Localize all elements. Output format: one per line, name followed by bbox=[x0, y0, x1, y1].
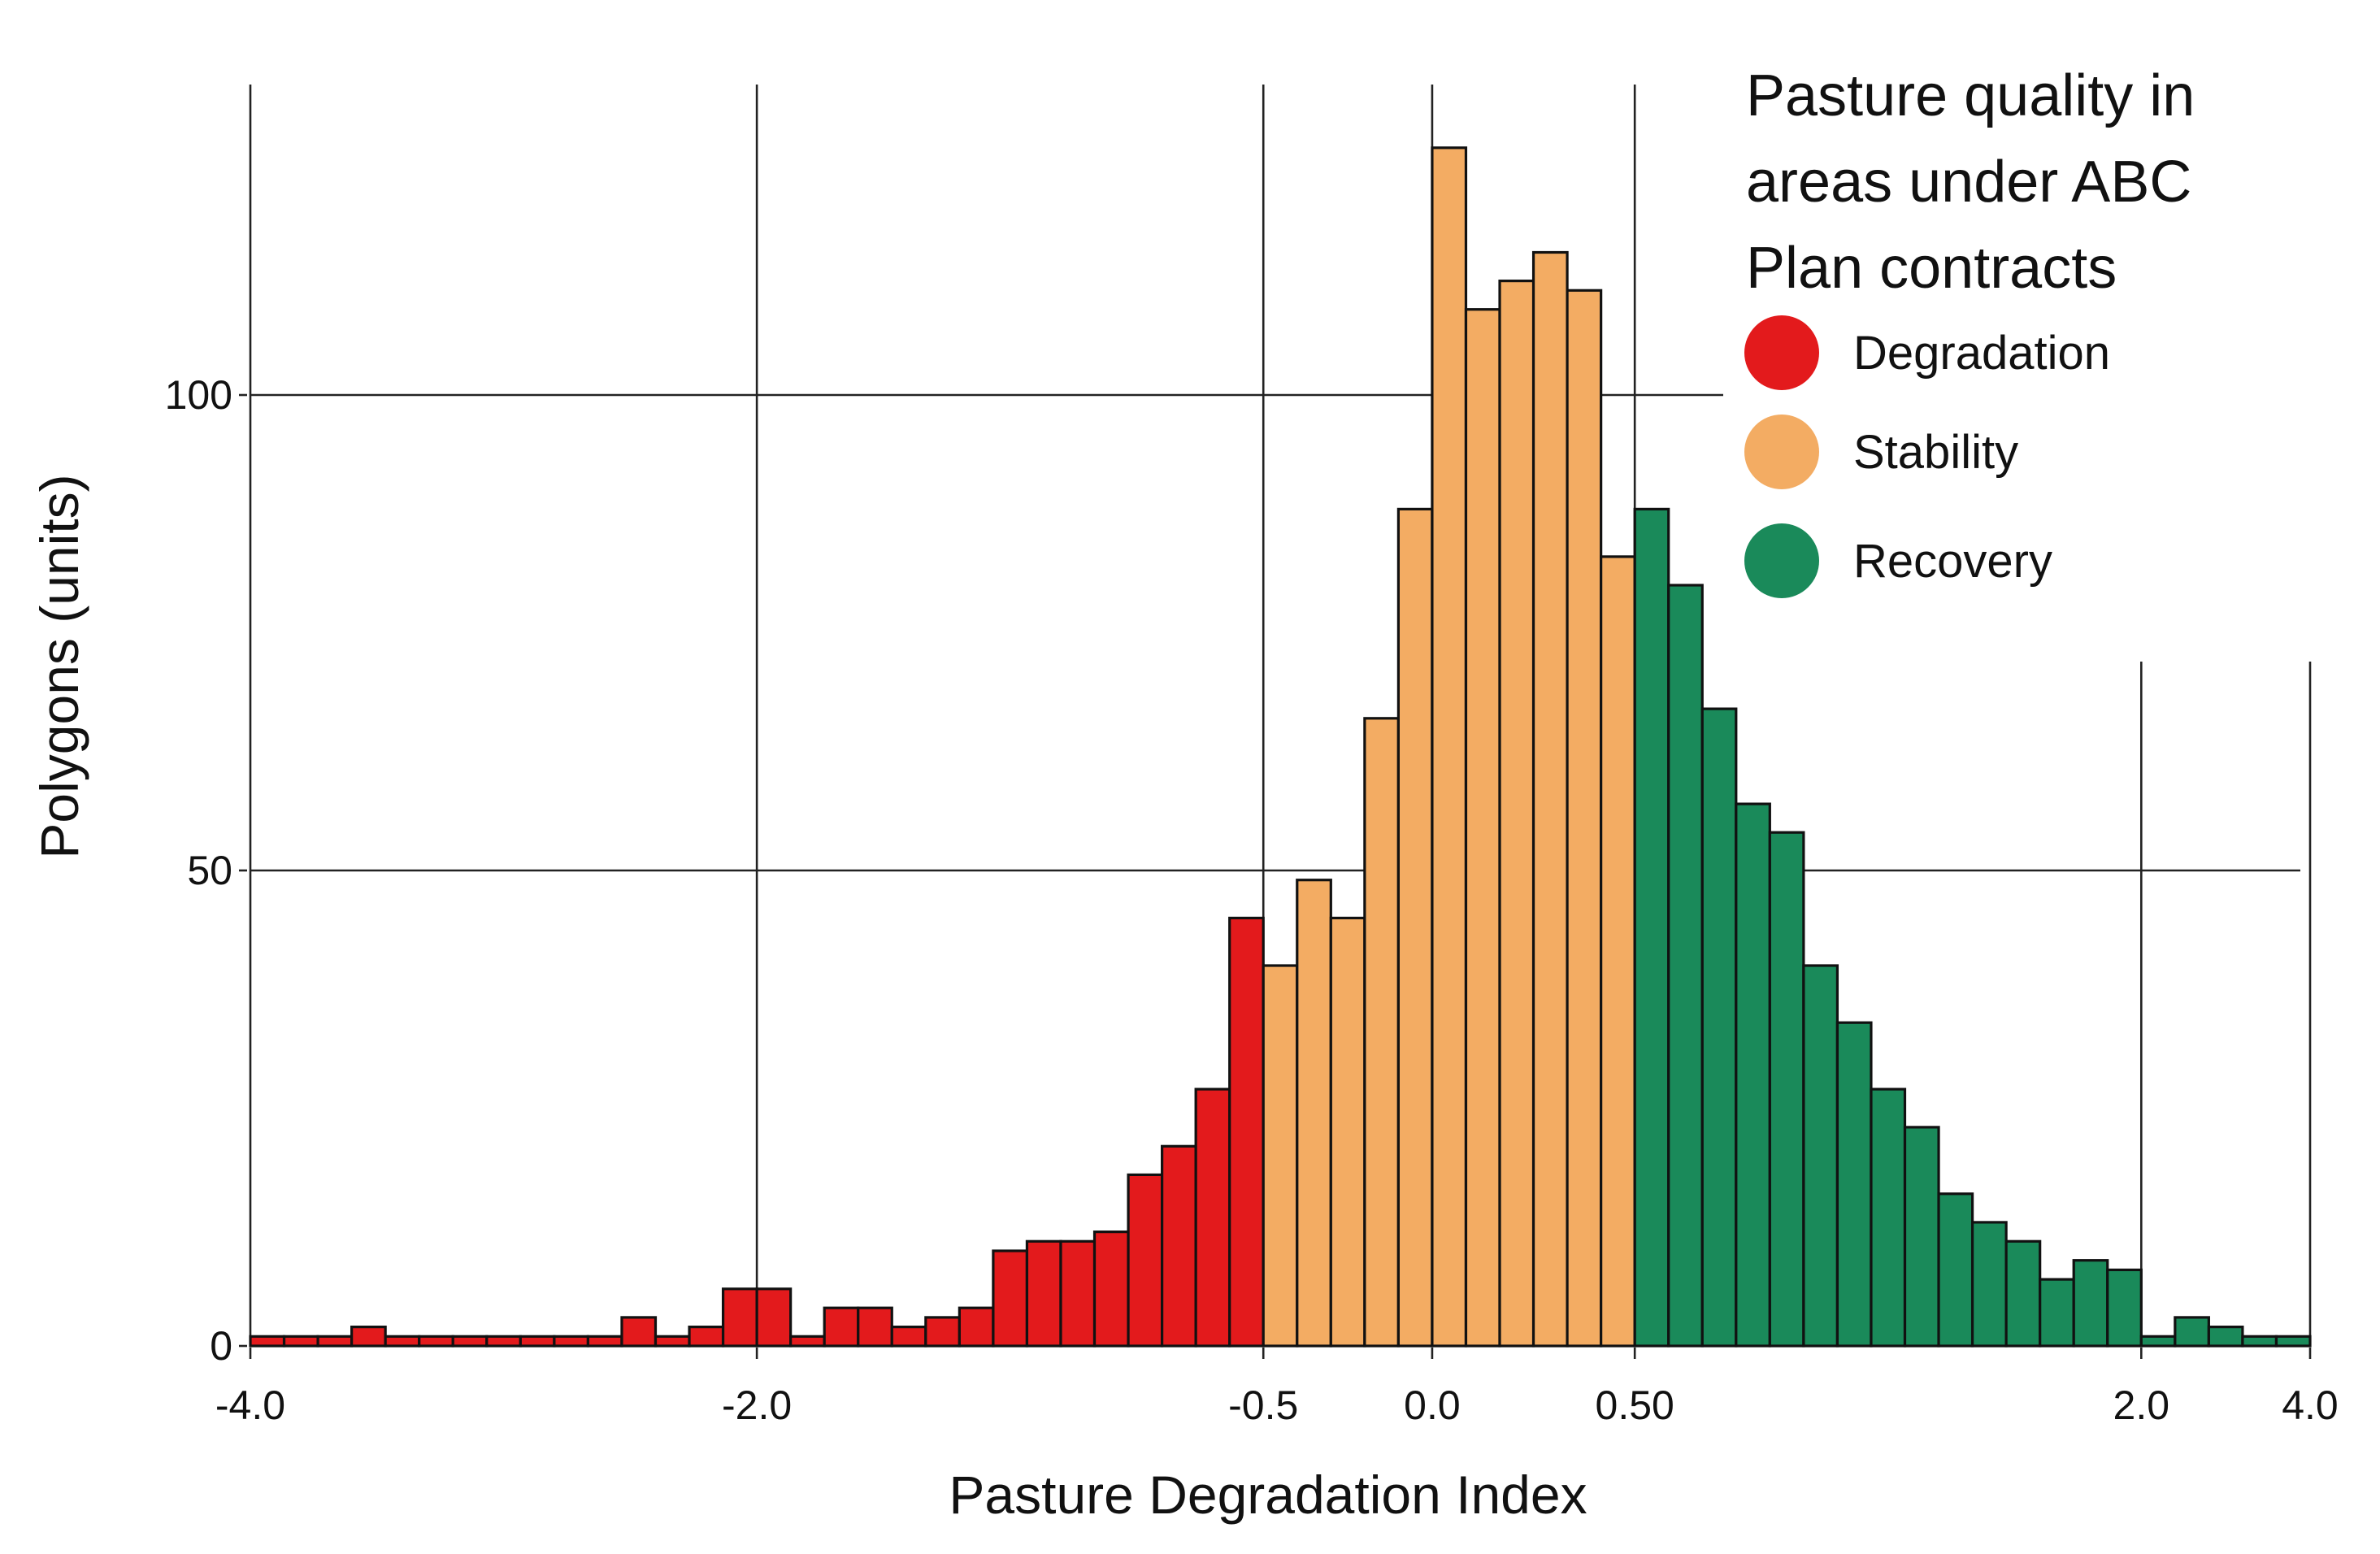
histogram-bar-degradation bbox=[249, 1335, 286, 1348]
legend-label-recovery: Recovery bbox=[1853, 535, 2052, 588]
legend-title-line: areas under ABC bbox=[1746, 150, 2191, 215]
histogram-bar-stability bbox=[1566, 289, 1603, 1348]
histogram-bar-recovery bbox=[2072, 1259, 2109, 1348]
histogram-bar-degradation bbox=[1059, 1239, 1097, 1348]
x-tick-label: -0.5 bbox=[1228, 1383, 1298, 1428]
histogram-bar-degradation bbox=[789, 1335, 826, 1348]
histogram-bar-stability bbox=[1600, 555, 1636, 1348]
histogram-bar-degradation bbox=[958, 1306, 995, 1348]
legend-label-degradation: Degradation bbox=[1853, 327, 2110, 380]
histogram-bar-degradation bbox=[316, 1335, 354, 1348]
histogram-bar-degradation bbox=[350, 1325, 387, 1348]
x-tick-label: 2.0 bbox=[2113, 1383, 2170, 1428]
histogram-bar-recovery bbox=[1835, 1021, 1873, 1348]
histogram-bar-degradation bbox=[1161, 1144, 1197, 1348]
y-tick-label: 100 bbox=[165, 372, 232, 418]
histogram-bar-degradation bbox=[485, 1335, 522, 1348]
histogram-bar-recovery bbox=[2207, 1325, 2244, 1348]
histogram-bar-stability bbox=[1363, 717, 1400, 1348]
legend: Pasture quality in areas under ABC Plan co… bbox=[1744, 63, 2195, 598]
histogram-bar-recovery bbox=[1870, 1087, 1907, 1348]
histogram-bar-recovery bbox=[2174, 1316, 2210, 1348]
legend-swatch-stability bbox=[1744, 415, 1819, 489]
histogram-bar-recovery bbox=[1633, 507, 1670, 1348]
histogram-bar-degradation bbox=[890, 1325, 927, 1348]
histogram-bar-recovery bbox=[2106, 1268, 2143, 1348]
x-tick-label: 0.50 bbox=[1596, 1383, 1674, 1428]
x-tick-label: 0.0 bbox=[1404, 1383, 1461, 1428]
histogram-bar-recovery bbox=[2139, 1335, 2177, 1348]
histogram-bar-degradation bbox=[620, 1316, 658, 1348]
x-axis-title: Pasture Degradation Index bbox=[949, 1465, 1587, 1525]
histogram-bar-stability bbox=[1531, 250, 1569, 1348]
histogram-bar-degradation bbox=[418, 1335, 454, 1348]
histogram-bar-degradation bbox=[688, 1325, 725, 1348]
histogram-bar-recovery bbox=[2004, 1239, 2042, 1348]
histogram-bar-degradation bbox=[654, 1335, 691, 1348]
histogram-bar-degradation bbox=[519, 1335, 556, 1348]
legend-title-line: Pasture quality in bbox=[1746, 63, 2195, 128]
histogram-bar-recovery bbox=[1735, 802, 1771, 1348]
histogram-bar-stability bbox=[1464, 308, 1501, 1348]
histogram-bar-degradation bbox=[924, 1316, 961, 1348]
histogram-bar-stability bbox=[1296, 879, 1332, 1348]
histogram-bar-recovery bbox=[1768, 831, 1805, 1348]
histogram-bar-degradation bbox=[1228, 916, 1265, 1348]
legend-swatch-degradation bbox=[1744, 315, 1819, 390]
y-axis-title: Polygons (units) bbox=[29, 474, 89, 858]
y-tick-label: 0 bbox=[210, 1323, 232, 1369]
histogram-bar-degradation bbox=[384, 1335, 421, 1348]
y-tick-label: 50 bbox=[187, 848, 232, 893]
histogram-bar-degradation bbox=[451, 1335, 489, 1348]
axis-ticks: 0 50 100 -4.0 -2.0 -0.5 0.0 0.50 2.0 4.0 bbox=[165, 372, 2339, 1428]
histogram-bar-stability bbox=[1431, 146, 1468, 1348]
histogram-bar-recovery bbox=[1903, 1126, 1940, 1348]
histogram-bar-stability bbox=[1329, 916, 1366, 1348]
histogram-bar-degradation bbox=[282, 1335, 319, 1348]
histogram-bar-recovery bbox=[1802, 964, 1839, 1348]
legend-swatch-recovery bbox=[1744, 523, 1819, 598]
histogram-bar-recovery bbox=[2039, 1278, 2075, 1348]
x-tick-label: -2.0 bbox=[722, 1383, 792, 1428]
histogram-bar-degradation bbox=[992, 1249, 1029, 1348]
histogram-bar-degradation bbox=[721, 1287, 758, 1348]
histogram-bar-degradation bbox=[755, 1287, 793, 1348]
histogram-bars bbox=[249, 146, 2312, 1348]
histogram-bar-degradation bbox=[823, 1306, 860, 1348]
histogram-bar-recovery bbox=[1937, 1192, 1974, 1348]
histogram-bar-degradation bbox=[1025, 1239, 1062, 1348]
legend-label-stability: Stability bbox=[1853, 426, 2018, 479]
histogram-bar-stability bbox=[1262, 964, 1299, 1348]
histogram-bar-recovery bbox=[2241, 1335, 2278, 1348]
histogram-bar-recovery bbox=[2274, 1335, 2312, 1348]
histogram-bar-degradation bbox=[857, 1306, 893, 1348]
histogram-bar-degradation bbox=[1092, 1230, 1130, 1348]
x-tick-label: 4.0 bbox=[2282, 1383, 2339, 1428]
histogram-bar-recovery bbox=[1700, 707, 1738, 1348]
histogram-bar-degradation bbox=[553, 1335, 590, 1348]
histogram-bar-degradation bbox=[586, 1335, 623, 1348]
legend-title-line: Plan contracts bbox=[1746, 236, 2117, 301]
histogram-bar-degradation bbox=[1194, 1087, 1231, 1348]
histogram-bar-stability bbox=[1396, 507, 1434, 1348]
histogram-bar-degradation bbox=[1127, 1173, 1164, 1348]
histogram-bar-recovery bbox=[1667, 584, 1704, 1348]
histogram-bar-stability bbox=[1498, 280, 1535, 1348]
histogram-bar-recovery bbox=[1970, 1221, 2008, 1348]
x-tick-label: -4.0 bbox=[215, 1383, 285, 1428]
